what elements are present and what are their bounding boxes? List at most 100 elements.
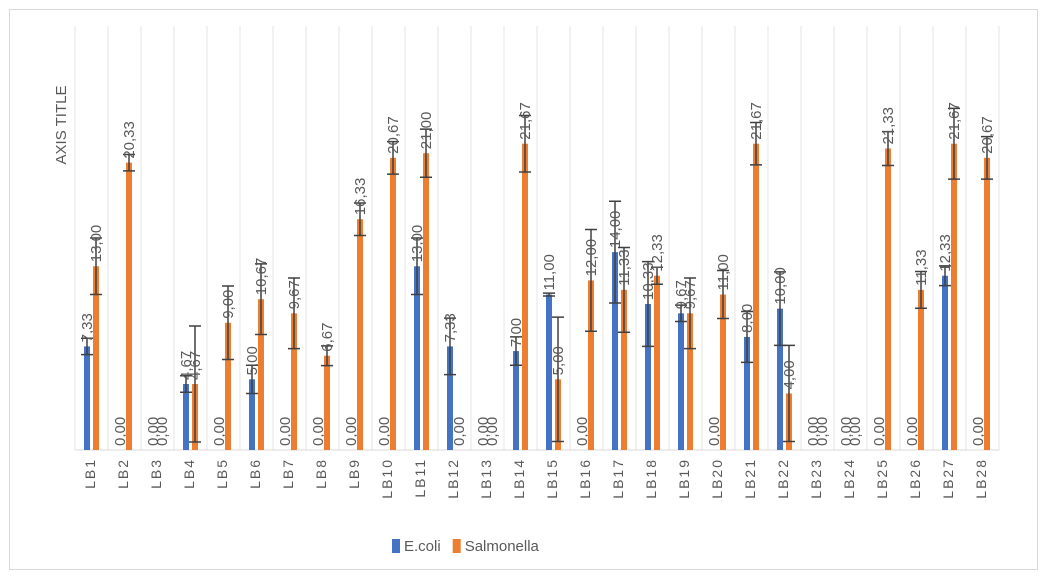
error-bar — [675, 304, 687, 323]
data-label: 0,00 — [814, 417, 831, 446]
bar — [678, 313, 684, 450]
bar — [951, 143, 957, 451]
data-label: 5,00 — [550, 346, 567, 375]
x-tick-label: LB25 — [874, 458, 890, 499]
x-tick-label: LB15 — [544, 458, 560, 499]
bar — [126, 162, 132, 451]
data-label: 0,00 — [871, 417, 888, 446]
bar — [885, 148, 891, 450]
bar — [390, 157, 396, 450]
x-tick-label: LB27 — [940, 458, 956, 499]
data-label: 14,00 — [607, 211, 624, 249]
data-label: 0,00 — [484, 417, 501, 446]
error-bar — [90, 237, 102, 296]
data-label: 10,33 — [640, 262, 657, 300]
error-bar — [189, 325, 201, 443]
error-bar — [684, 277, 696, 350]
data-label: 11,00 — [715, 254, 732, 290]
error-bar — [288, 277, 300, 350]
error-bar — [939, 265, 951, 287]
bar — [654, 275, 660, 450]
x-tick-label: LB8 — [313, 458, 329, 489]
data-label: 0,00 — [277, 417, 294, 446]
data-label: 21,67 — [748, 102, 765, 140]
bar — [720, 294, 726, 450]
x-tick-label: LB11 — [412, 458, 428, 498]
x-tick-label: LB18 — [643, 458, 659, 499]
x-tick-label: LB3 — [148, 458, 164, 489]
data-label: 4,00 — [781, 360, 798, 389]
legend-label: E.coli — [404, 538, 441, 555]
data-label: 21,00 — [418, 112, 435, 150]
bar — [423, 153, 429, 450]
x-tick-label: LB21 — [742, 458, 758, 499]
data-label: 0,00 — [112, 417, 129, 446]
error-bar — [180, 375, 192, 393]
x-tick-label: LB13 — [478, 458, 494, 499]
x-tick-label: LB16 — [577, 458, 593, 499]
data-label: 8,00 — [739, 304, 756, 333]
data-label: 0,00 — [904, 417, 921, 446]
error-bar — [552, 316, 564, 443]
data-label: 0,00 — [970, 417, 987, 446]
x-tick-label: LB6 — [247, 458, 263, 489]
legend-swatch — [452, 539, 461, 553]
data-label: 5,00 — [244, 346, 261, 375]
x-tick-label: LB9 — [346, 458, 362, 489]
bar — [225, 322, 231, 450]
data-label: 20,67 — [385, 116, 402, 154]
error-bar — [510, 336, 522, 366]
data-label: 20,33 — [121, 121, 138, 159]
bar — [258, 299, 264, 450]
bar — [522, 143, 528, 451]
data-label: 0,00 — [805, 417, 822, 446]
error-bar — [246, 364, 258, 395]
data-label: 4,67 — [178, 351, 195, 380]
data-label: 9,67 — [682, 280, 699, 309]
bar — [357, 219, 363, 450]
data-label: 12,33 — [649, 234, 666, 272]
bar — [918, 289, 924, 450]
error-bar — [420, 128, 432, 178]
data-label: 9,67 — [286, 280, 303, 309]
bar — [291, 313, 297, 450]
x-tick-label: LB26 — [907, 458, 923, 499]
x-tick-label: LB22 — [775, 458, 791, 499]
data-label: 11,00 — [541, 254, 558, 290]
data-label: 7,33 — [79, 313, 96, 342]
error-bar — [717, 269, 729, 320]
error-bar — [123, 153, 135, 172]
bar — [984, 157, 990, 450]
x-tick-label: LB1 — [82, 458, 98, 489]
bar — [84, 346, 90, 450]
data-label: 0,00 — [475, 417, 492, 446]
x-tick-label: LB10 — [379, 458, 395, 499]
x-tick-label: LB4 — [181, 458, 197, 489]
data-label: 12,00 — [583, 239, 600, 277]
y-axis-title: AXIS TITLE — [53, 86, 70, 165]
x-tick-label: LB17 — [610, 458, 626, 499]
data-label: 0,00 — [847, 417, 864, 446]
bar — [447, 346, 453, 450]
data-label: 0,00 — [451, 417, 468, 446]
data-label: 0,00 — [376, 417, 393, 446]
x-tick-label: LB5 — [214, 458, 230, 489]
data-label: 7,33 — [442, 313, 459, 342]
error-bar — [387, 140, 399, 175]
data-label: 21,67 — [517, 102, 534, 140]
x-tick-label: LB14 — [511, 458, 527, 499]
error-bar — [783, 344, 795, 443]
x-tick-label: LB28 — [973, 458, 989, 499]
bar — [753, 143, 759, 451]
data-label: 20,67 — [979, 116, 996, 154]
legend-swatch — [392, 539, 400, 553]
data-label: 12,33 — [937, 234, 954, 272]
bar — [588, 280, 594, 450]
bar — [513, 351, 519, 450]
error-bar — [354, 202, 366, 237]
error-bar — [444, 317, 456, 376]
x-tick-label: LB19 — [676, 458, 692, 499]
bar — [249, 379, 255, 450]
x-tick-label: LB7 — [280, 458, 296, 489]
